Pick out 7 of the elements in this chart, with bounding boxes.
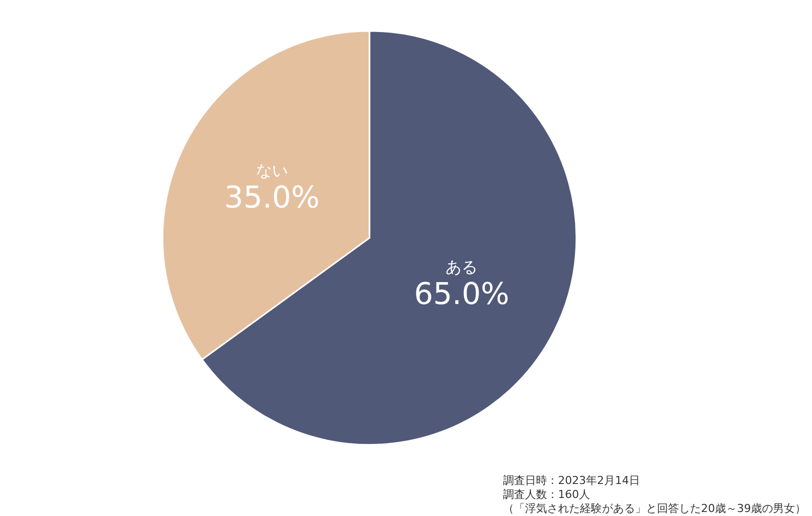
text: （「浮気された経験がある」と回答した20歳～39歳の男女） <box>503 502 806 515</box>
slice-label: ない <box>256 161 288 180</box>
text: 調査人数：160人 <box>503 488 590 501</box>
data-label: 35.0% <box>224 180 320 216</box>
data-label: 65.0% <box>414 276 510 312</box>
slice-label: ある <box>446 258 478 277</box>
text: 調査日時：2023年2月14日 <box>503 474 640 487</box>
